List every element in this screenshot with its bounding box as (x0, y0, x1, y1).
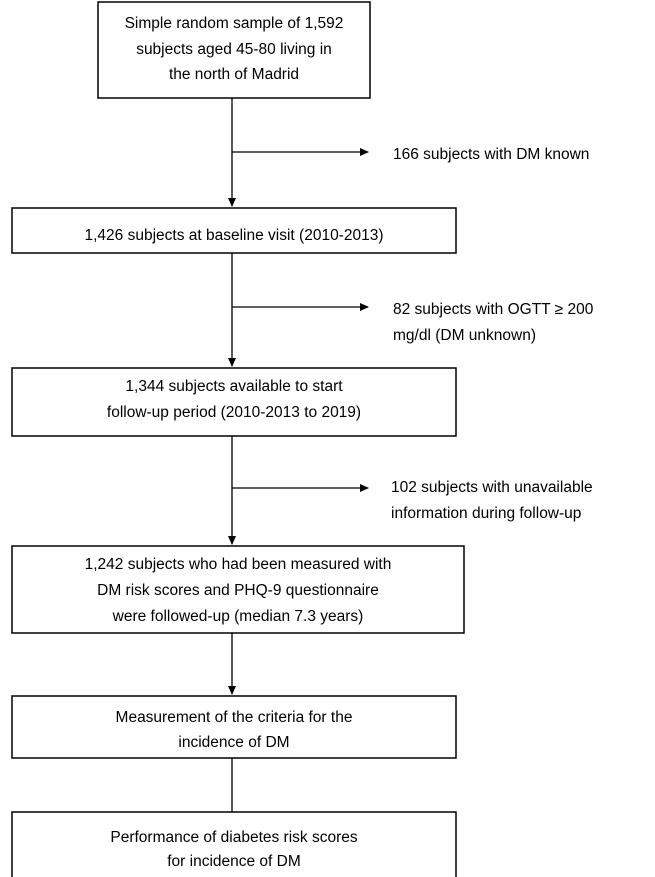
box-text: 1,426 subjects at baseline visit (2010-2… (85, 227, 384, 244)
box (11, 695, 457, 759)
box (97, 1, 371, 99)
box-text: 1,242 subjects who had been measured wit… (85, 556, 392, 573)
box (11, 811, 457, 877)
box-text: were followed-up (median 7.3 years) (112, 608, 364, 625)
exclusion-text: 166 subjects with DM known (393, 146, 589, 163)
box (11, 545, 465, 634)
box-text: the north of Madrid (169, 66, 299, 83)
box-text: subjects aged 45-80 living in (136, 41, 332, 58)
exclusion-text: 82 subjects with OGTT ≥ 200 (393, 301, 594, 318)
exclusion-text: 102 subjects with unavailable (391, 479, 593, 496)
box (11, 367, 457, 437)
box-text: Performance of diabetes risk scores (110, 829, 357, 846)
exclusion-text: information during follow-up (391, 505, 581, 522)
box-text: incidence of DM (178, 734, 289, 751)
box-text: follow-up period (2010-2013 to 2019) (107, 404, 361, 421)
box (11, 207, 457, 254)
box-text: DM risk scores and PHQ-9 questionnaire (97, 582, 379, 599)
box-text: for incidence of DM (167, 853, 301, 870)
box-text: Measurement of the criteria for the (116, 709, 353, 726)
box-text: 1,344 subjects available to start (125, 378, 343, 395)
box-text: Simple random sample of 1,592 (125, 15, 344, 32)
exclusion-text: mg/dl (DM unknown) (393, 327, 536, 344)
